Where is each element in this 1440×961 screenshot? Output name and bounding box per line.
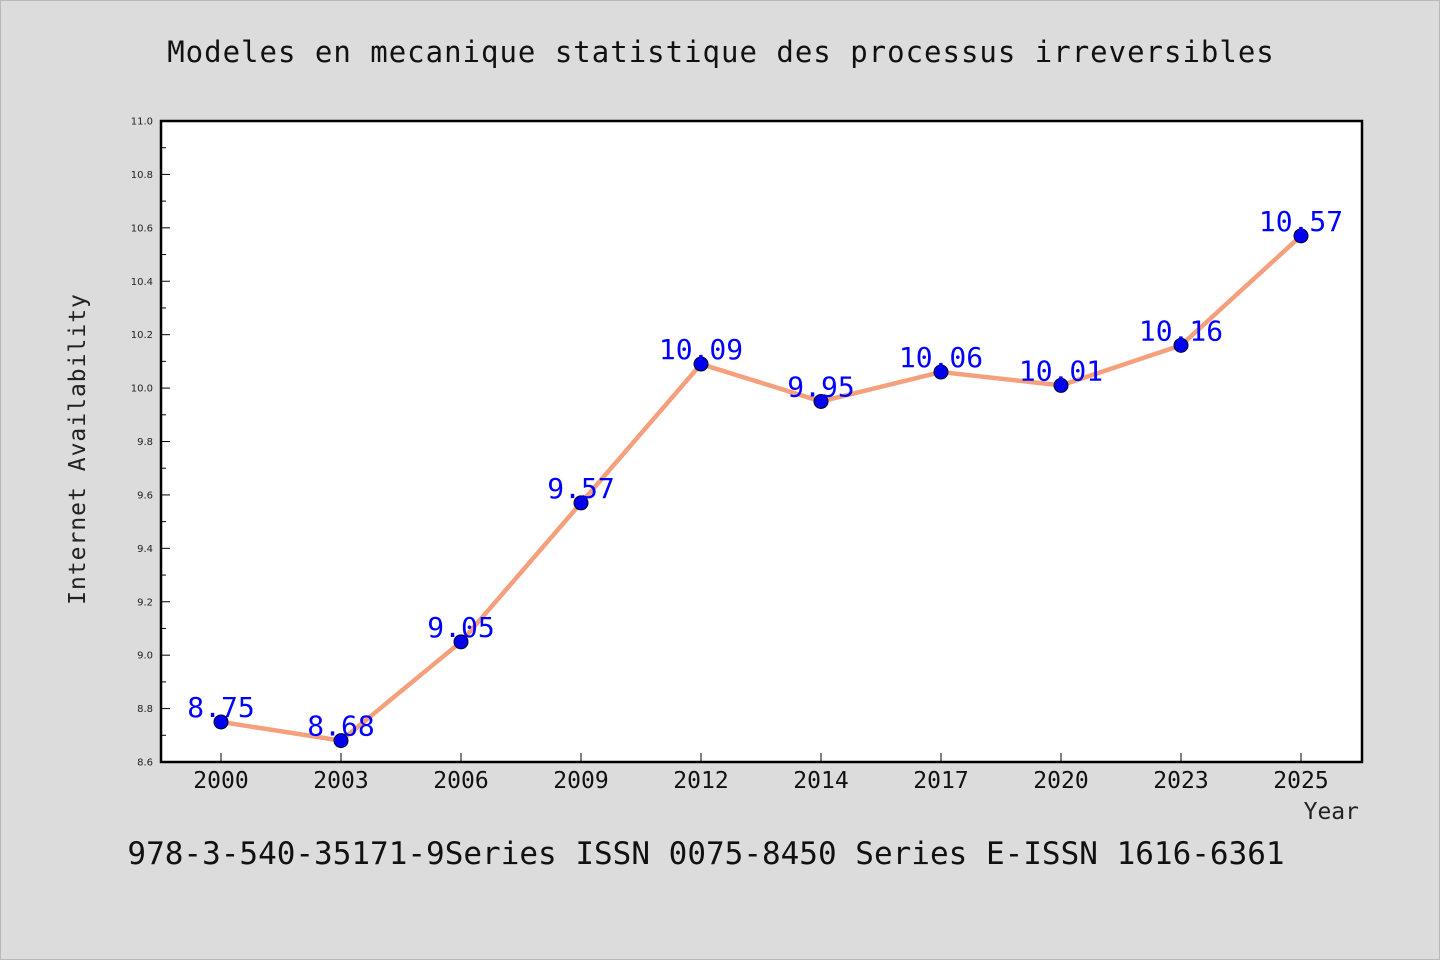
chart-title: Modeles en mecanique statistique des pro… [167,35,1275,69]
data-label: 9.95 [787,370,854,403]
data-point [693,356,709,372]
y-tick-label: 9.6 [137,490,153,501]
data-point [213,714,229,730]
x-tick-label: 2000 [193,768,248,794]
data-label: 8.68 [307,710,374,743]
y-tick-label: 9.0 [137,651,153,662]
x-tick-label: 2003 [313,768,368,794]
x-tick-label: 2014 [793,768,848,794]
x-axis-label: Year [1303,799,1359,825]
data-label: 10.09 [659,333,743,366]
y-tick-label: 9.8 [137,437,153,448]
x-tick-label: 2023 [1153,768,1208,794]
x-tick-label: 2017 [913,768,968,794]
data-label: 10.57 [1259,205,1343,238]
y-tick-label: 9.2 [137,597,153,608]
y-tick-label: 8.6 [137,758,153,769]
y-tick-label: 10.2 [131,330,153,341]
data-point [933,364,949,380]
y-tick-label: 9.4 [137,544,153,555]
y-tick-label: 10.6 [131,223,153,234]
x-tick-label: 2009 [553,768,608,794]
x-tick-label: 2006 [433,768,488,794]
y-tick-label: 10.8 [131,170,153,181]
data-point [1173,337,1189,353]
data-label: 8.75 [187,691,254,724]
data-point [453,634,469,650]
y-tick-label: 10.0 [131,384,153,395]
data-point [813,393,829,409]
footer-note: 978-3-540-35171-9Series ISSN 0075-8450 S… [127,836,1285,872]
x-tick-label: 2020 [1033,768,1088,794]
y-tick-label: 11.0 [131,117,153,128]
data-label: 10.06 [899,341,983,374]
x-tick-label: 2025 [1273,768,1328,794]
y-tick-label: 8.8 [137,704,153,715]
data-label: 9.57 [547,472,614,505]
series-line [218,233,1304,743]
data-label: 10.01 [1019,354,1103,387]
data-point [573,495,589,511]
data-point [1053,377,1069,393]
data-label: 10.16 [1139,314,1223,347]
data-point [1293,228,1309,244]
data-label: 9.05 [427,611,494,644]
x-tick-label: 2012 [673,768,728,794]
plot-frame [159,119,1364,764]
y-tick-label: 10.4 [131,277,153,288]
data-point [333,733,349,749]
plot-background [161,121,1362,762]
